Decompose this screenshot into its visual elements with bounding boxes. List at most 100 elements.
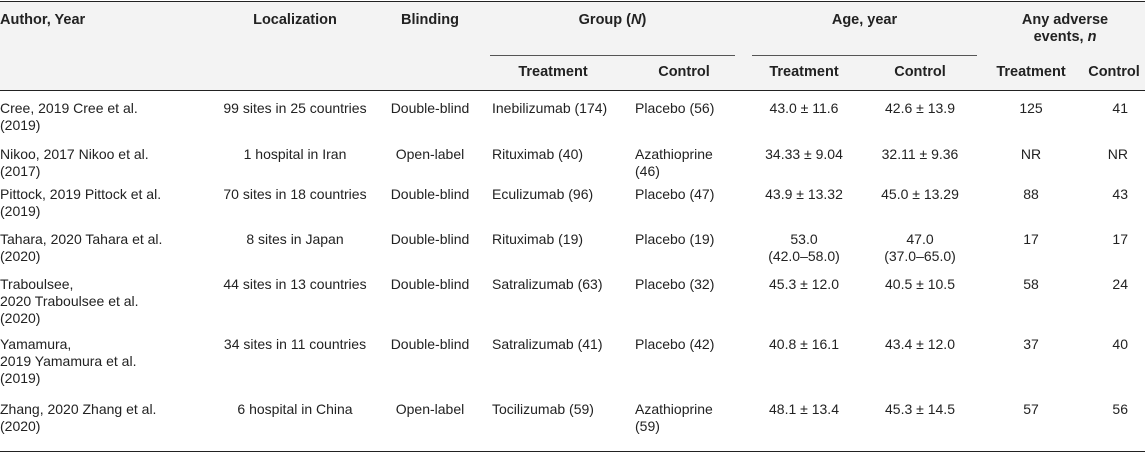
cell-age-treatment-line: (42.0–58.0) xyxy=(768,248,840,264)
cell-age-treatment-line: 40.8 ± 16.1 xyxy=(769,336,839,352)
cell-localization-line: 6 hospital in China xyxy=(237,401,353,417)
cell-age-treatment-line: 43.9 ± 13.32 xyxy=(765,186,843,202)
cell-ae-control-line: 17 xyxy=(1112,231,1128,247)
cell-ae-control-line: NR xyxy=(1107,146,1128,162)
cell-author: Tahara, 2020 Tahara et al. (2020) xyxy=(0,231,205,265)
cell-age-control: 45.3 ± 14.5 xyxy=(860,401,980,418)
cell-author-line: Pittock, 2019 Pittock et al. xyxy=(0,186,162,202)
header-group: Group (N) xyxy=(490,12,735,29)
cell-author-line: (2019) xyxy=(0,370,41,386)
cell-group-control: Placebo (47) xyxy=(635,186,745,203)
age-span-rule xyxy=(752,55,977,56)
cell-ae-treatment: 88 xyxy=(985,186,1077,203)
cell-ae-treatment: 57 xyxy=(985,401,1077,418)
cell-ae-control: 43 xyxy=(1083,186,1128,203)
cell-age-treatment: 43.0 ± 11.6 xyxy=(752,100,856,117)
header-blinding: Blinding xyxy=(401,12,459,28)
header-group-control: Control xyxy=(658,64,710,80)
cell-age-control: 43.4 ± 12.0 xyxy=(860,336,980,353)
cell-group-treatment-line: Rituximab (40) xyxy=(492,146,584,162)
cell-group-control-line: Placebo (42) xyxy=(635,336,715,352)
cell-author-line: 2019 Yamamura et al. xyxy=(0,353,137,369)
cell-group-treatment: Inebilizumab (174) xyxy=(492,100,618,117)
cell-group-control: Placebo (32) xyxy=(635,276,745,293)
cell-ae-treatment-line: 58 xyxy=(1023,276,1039,292)
cell-author-line: Tahara, 2020 Tahara et al. xyxy=(0,231,163,247)
cell-author: Yamamura, 2019 Yamamura et al. (2019) xyxy=(0,336,205,387)
header-group-text: Group ( xyxy=(578,12,632,28)
cell-age-control: 42.6 ± 13.9 xyxy=(860,100,980,117)
cell-localization: 1 hospital in Iran xyxy=(210,146,380,163)
cell-localization-line: 34 sites in 11 countries xyxy=(223,336,367,352)
cell-ae-control-line: 41 xyxy=(1112,100,1128,116)
cell-author-line: Cree, 2019 Cree et al. xyxy=(0,100,138,116)
cell-age-control-line: 42.6 ± 13.9 xyxy=(885,100,955,116)
header-age: Age, year xyxy=(831,12,898,28)
cell-blinding: Double-blind xyxy=(380,276,480,293)
cell-group-treatment: Eculizumab (96) xyxy=(492,186,618,203)
cell-group-control-line: Placebo (56) xyxy=(635,100,715,116)
cell-group-treatment: Rituximab (40) xyxy=(492,146,618,163)
cell-ae-control: 40 xyxy=(1083,336,1128,353)
cell-group-treatment-line: Satralizumab (63) xyxy=(492,276,603,292)
header-group-suffix: ) xyxy=(641,12,647,28)
header-author: Author, Year xyxy=(0,12,86,28)
cell-age-control-line: 43.4 ± 12.0 xyxy=(885,336,955,352)
cell-group-control-line: (59) xyxy=(635,418,660,434)
header-localization: Localization xyxy=(253,12,337,28)
cell-localization-line: 1 hospital in Iran xyxy=(243,146,347,162)
cell-ae-treatment: 125 xyxy=(985,100,1077,117)
cell-age-control: 32.11 ± 9.36 xyxy=(860,146,980,163)
cell-age-control-line: (37.0–65.0) xyxy=(884,248,956,264)
cell-group-treatment-line: Eculizumab (96) xyxy=(492,186,594,202)
cell-ae-control-line: 40 xyxy=(1112,336,1128,352)
cell-age-control: 47.0 (37.0–65.0) xyxy=(860,231,980,265)
header-group-treatment: Treatment xyxy=(518,64,588,80)
cell-blinding: Double-blind xyxy=(380,186,480,203)
cell-ae-treatment-line: 17 xyxy=(1023,231,1039,247)
cell-author: Pittock, 2019 Pittock et al. (2019) xyxy=(0,186,205,220)
header-bottom-rule xyxy=(0,90,1145,91)
cell-ae-treatment-line: NR xyxy=(1020,146,1042,162)
cell-age-treatment: 45.3 ± 12.0 xyxy=(752,276,856,293)
cell-age-treatment: 48.1 ± 13.4 xyxy=(752,401,856,418)
cell-blinding-line: Double-blind xyxy=(390,100,470,116)
cell-blinding-line: Open-label xyxy=(395,401,465,417)
cell-age-treatment: 53.0 (42.0–58.0) xyxy=(752,231,856,265)
cell-ae-treatment: NR xyxy=(985,146,1077,163)
cell-blinding-line: Double-blind xyxy=(390,276,470,292)
cell-author-line: (2019) xyxy=(0,117,41,133)
cell-ae-treatment: 17 xyxy=(985,231,1077,248)
header-age-treatment: Treatment xyxy=(769,64,839,80)
cell-ae-control: 56 xyxy=(1083,401,1128,418)
cell-group-treatment-line: Inebilizumab (174) xyxy=(492,100,608,116)
cell-author-line: Traboulsee, xyxy=(0,276,74,292)
cell-age-treatment: 43.9 ± 13.32 xyxy=(752,186,856,203)
top-rule xyxy=(0,1,1145,2)
cell-age-treatment-line: 45.3 ± 12.0 xyxy=(769,276,839,292)
header-adverse-events: Any adverse events, n xyxy=(985,12,1145,46)
cell-age-treatment-line: 48.1 ± 13.4 xyxy=(769,401,839,417)
cell-author-line: (2020) xyxy=(0,248,41,264)
cell-ae-control-line: 43 xyxy=(1112,186,1128,202)
cell-group-control-line: Azathioprine xyxy=(635,146,713,162)
cell-author: Nikoo, 2017 Nikoo et al. (2017) xyxy=(0,146,205,180)
cell-localization: 6 hospital in China xyxy=(210,401,380,418)
cell-group-treatment-line: Satralizumab (41) xyxy=(492,336,603,352)
cell-author-line: 2020 Traboulsee et al. xyxy=(0,293,139,309)
cell-group-treatment-line: Rituximab (19) xyxy=(492,231,584,247)
cell-author: Zhang, 2020 Zhang et al. (2020) xyxy=(0,401,205,435)
cell-age-control: 40.5 ± 10.5 xyxy=(860,276,980,293)
header-ae-text: events, xyxy=(1033,29,1088,45)
header-ae-n: n xyxy=(1087,29,1097,45)
cell-author: Traboulsee, 2020 Traboulsee et al. (2020) xyxy=(0,276,205,327)
cell-ae-treatment-line: 88 xyxy=(1023,186,1039,202)
cell-author: Cree, 2019 Cree et al. (2019) xyxy=(0,100,205,134)
cell-age-control-line: 32.11 ± 9.36 xyxy=(881,146,959,162)
header-ae-line2: events, n xyxy=(985,29,1145,46)
cell-author-line: (2017) xyxy=(0,163,41,179)
cell-author-line: Yamamura, xyxy=(0,336,72,352)
cell-ae-treatment-line: 125 xyxy=(1019,100,1043,116)
cell-localization: 44 sites in 13 countries xyxy=(210,276,380,293)
